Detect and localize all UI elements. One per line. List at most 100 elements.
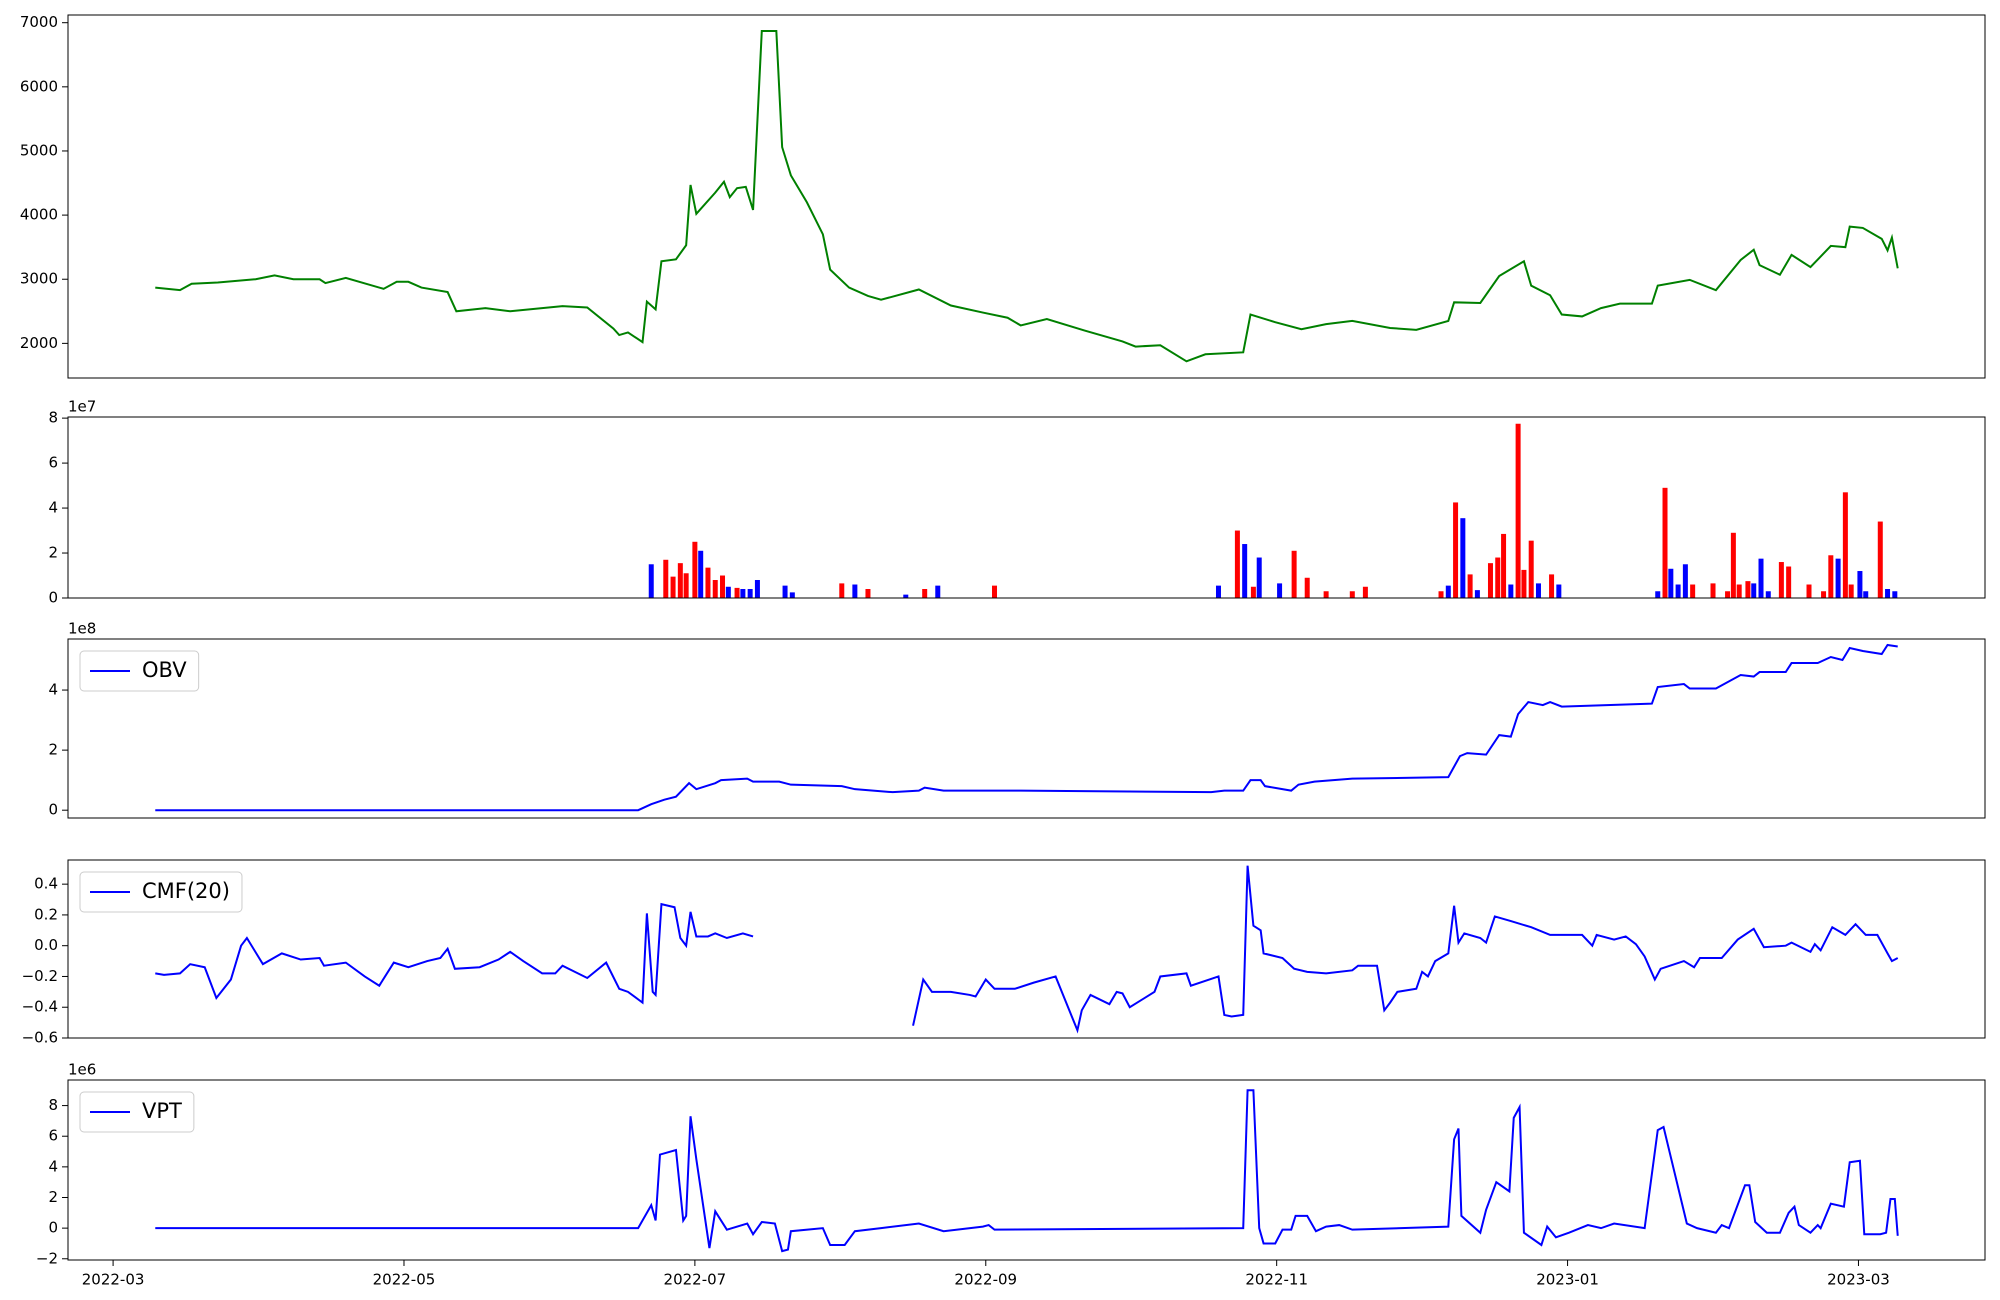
axes-frame: [67, 1079, 1986, 1261]
volume-bar: [992, 585, 998, 598]
volume-bar: [754, 580, 760, 598]
series-line: [155, 1089, 1899, 1253]
volume-bar: [1535, 583, 1541, 598]
x-tick-label: 2022-09: [954, 1271, 1017, 1289]
axes-frame: [67, 14, 1986, 379]
x-tick-label: 2022-03: [82, 1271, 145, 1289]
volume-bar: [1487, 563, 1493, 598]
volume-bar: [1690, 584, 1696, 598]
plot-area: [155, 643, 1898, 812]
plot-area: [155, 30, 1899, 363]
volume-bar: [1521, 569, 1527, 598]
volume-bar: [1349, 591, 1355, 598]
axes-frame: [67, 859, 1986, 1039]
plot-area: [648, 423, 1898, 598]
volume-bar: [698, 550, 704, 598]
volume-bar: [1778, 562, 1784, 598]
y-tick-label: 2: [48, 544, 58, 562]
y-tick-label: −0.4: [22, 998, 58, 1016]
offset-label: 1e6: [68, 1061, 96, 1079]
volume-bar: [740, 589, 746, 598]
volume-bar: [1842, 492, 1848, 598]
volume-bar: [782, 585, 788, 598]
volume-bar: [1821, 591, 1827, 598]
volume-bar: [852, 584, 858, 598]
y-tick-label: 8: [48, 409, 58, 427]
volume-bar: [747, 589, 753, 598]
y-tick-label: 0.2: [34, 905, 58, 923]
volume-bar: [692, 541, 698, 598]
y-tick-label: −0.6: [22, 1029, 58, 1047]
volume-bar: [1453, 502, 1459, 598]
offset-label: 1e8: [68, 620, 96, 638]
volume-bar: [1556, 584, 1562, 598]
volume-bar: [1765, 591, 1771, 598]
volume-bar: [720, 575, 726, 598]
x-tick-label: 2022-05: [373, 1271, 436, 1289]
y-tick-label: 0.4: [34, 875, 58, 893]
panel: 0 2 4 6 8 1e7: [48, 398, 1986, 607]
volume-bar: [1682, 564, 1688, 598]
volume-bar: [903, 594, 909, 598]
y-tick-label: 5000: [20, 141, 58, 159]
legend-box: [79, 871, 243, 913]
volume-bar: [683, 573, 689, 598]
volume-bar: [1662, 487, 1668, 598]
plot-area: [155, 865, 1899, 1034]
volume-bar: [1745, 581, 1751, 598]
y-tick-label: 4: [48, 1157, 58, 1175]
volume-bar: [1877, 521, 1883, 598]
volume-bar: [1528, 540, 1534, 598]
volume-bar: [1549, 574, 1555, 598]
y-tick-label: 7000: [20, 13, 58, 31]
volume-bar: [1725, 591, 1731, 598]
volume-bar: [1675, 584, 1681, 598]
volume-bar: [670, 576, 676, 598]
y-tick-label: 6000: [20, 77, 58, 95]
volume-bar: [1474, 590, 1480, 598]
volume-bar: [648, 564, 654, 598]
plot-area: [155, 1089, 1899, 1253]
y-tick-label: 6: [48, 454, 58, 472]
volume-bar: [734, 587, 740, 598]
volume-bar: [1710, 583, 1716, 598]
volume-bar: [1215, 585, 1221, 598]
volume-bar: [1806, 584, 1812, 598]
volume-bar: [1291, 550, 1297, 598]
volume-bar: [1467, 574, 1473, 598]
volume-bar: [725, 586, 731, 598]
y-tick-label: 3000: [20, 270, 58, 288]
legend-label: CMF(20): [142, 879, 230, 903]
x-tick-label: 2023-01: [1536, 1271, 1599, 1289]
volume-bar: [1848, 584, 1854, 598]
y-tick-label: 0: [48, 589, 58, 607]
y-tick-label: 2000: [20, 334, 58, 352]
x-tick-label: 2022-11: [1245, 1271, 1308, 1289]
axes-frame: [67, 416, 1986, 599]
volume-bar: [1242, 544, 1248, 598]
volume-bar: [1501, 533, 1507, 598]
volume-bar: [865, 589, 871, 598]
volume-bar: [1828, 555, 1834, 598]
y-tick-label: −0.2: [22, 967, 58, 985]
volume-bar: [935, 585, 941, 598]
volume-bar: [1655, 591, 1661, 598]
legend-box: [79, 650, 200, 692]
volume-bar: [1885, 589, 1891, 598]
y-tick-label: 4: [48, 499, 58, 517]
y-tick-label: 2: [48, 1188, 58, 1206]
volume-bar: [1445, 585, 1451, 598]
volume-bar: [1256, 557, 1262, 598]
volume-bar: [1857, 571, 1863, 598]
panel: 0 2 4 1e8 OBV: [48, 620, 1986, 819]
volume-bar: [1668, 568, 1674, 598]
y-tick-label: −2: [36, 1249, 58, 1267]
volume-bar: [1736, 584, 1742, 598]
volume-bar: [1438, 591, 1444, 598]
series-line: [155, 865, 1899, 1034]
volume-bar: [705, 567, 711, 598]
price-line: [155, 30, 1899, 363]
y-tick-label: 8: [48, 1096, 58, 1114]
